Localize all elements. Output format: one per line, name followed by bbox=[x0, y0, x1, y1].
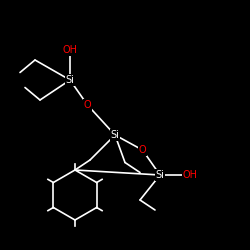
Text: Si: Si bbox=[66, 75, 74, 85]
Text: O: O bbox=[84, 100, 91, 110]
Text: Si: Si bbox=[156, 170, 164, 180]
Text: OH: OH bbox=[182, 170, 198, 180]
Text: OH: OH bbox=[62, 45, 78, 55]
Text: O: O bbox=[139, 145, 146, 155]
Text: Si: Si bbox=[110, 130, 120, 140]
